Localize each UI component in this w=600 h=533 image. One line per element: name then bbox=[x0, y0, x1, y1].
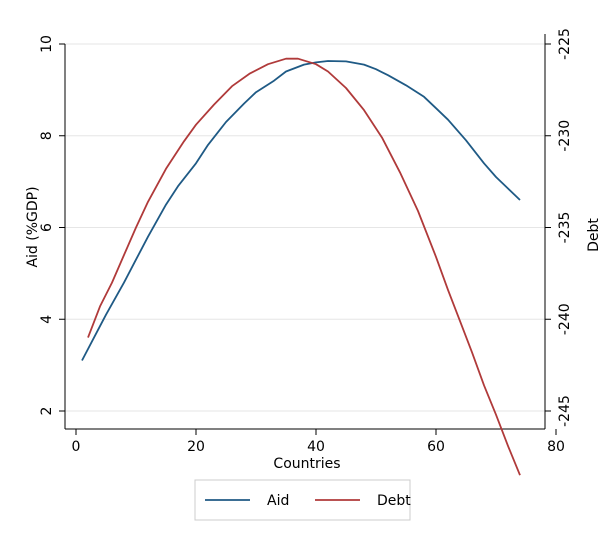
x-tick-label-2: 40 bbox=[307, 439, 325, 455]
y-right-tick-label-3: -230 bbox=[557, 120, 573, 152]
y-right-tick-label-4: -225 bbox=[557, 28, 573, 60]
legend-aid-label: Aid bbox=[267, 493, 289, 509]
y-left-tick-label-2: 6 bbox=[39, 223, 55, 232]
x-tick-label-1: 20 bbox=[187, 439, 205, 455]
y-left-tick-label-1: 4 bbox=[39, 315, 55, 324]
lines-layer bbox=[81, 57, 521, 476]
y-left-tick-label-0: 2 bbox=[39, 407, 55, 416]
y-left-tick-label-4: 10 bbox=[39, 35, 55, 53]
y-left-tick-label-3: 8 bbox=[39, 131, 55, 140]
y-right-tick-label-1: -240 bbox=[557, 303, 573, 335]
series-line-aid bbox=[81, 60, 521, 361]
legend-debt-label: Debt bbox=[377, 493, 411, 509]
axes-layer: 0 20 40 60 80 2 4 6 8 10 -245 -240 -235 -230 -225 bbox=[39, 28, 573, 455]
series-line-debt bbox=[87, 57, 521, 476]
x-axis-title: Countries bbox=[273, 456, 340, 472]
y-right-axis-title: Debt bbox=[586, 218, 600, 252]
x-tick-label-3: 60 bbox=[427, 439, 445, 455]
y-left-axis-title: Aid (%GDP) bbox=[25, 186, 41, 267]
grid-layer bbox=[65, 43, 545, 412]
y-right-tick-label-0: -245 bbox=[557, 395, 573, 427]
legend: Aid Debt bbox=[194, 479, 411, 521]
x-tick-label-4: 80 bbox=[547, 439, 565, 455]
x-tick-label-0: 0 bbox=[72, 439, 81, 455]
y-right-tick-label-2: -235 bbox=[557, 212, 573, 244]
